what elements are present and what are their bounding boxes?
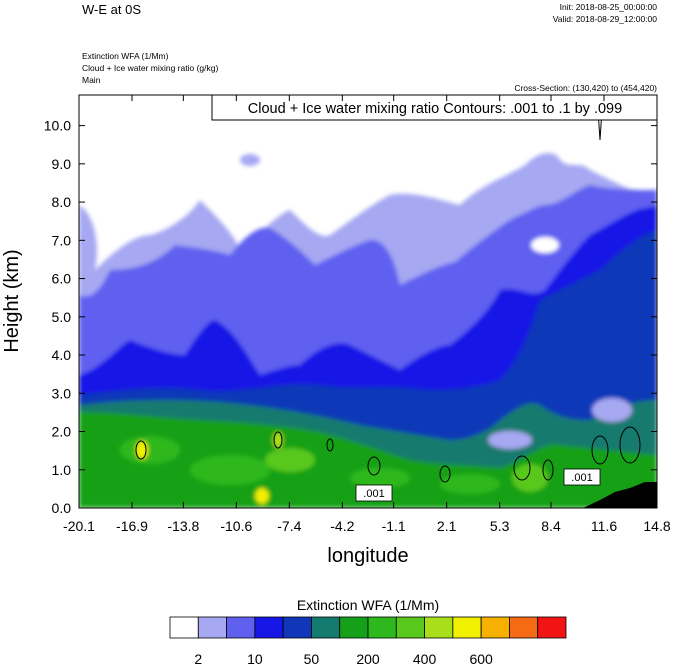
colorbar-tick-label: 200 (356, 651, 380, 667)
contour-label-2: .001 (571, 472, 592, 484)
colorbar-swatch (339, 616, 369, 639)
extinction-pocket-3 (488, 431, 532, 449)
y-tick-label: 1.0 (52, 462, 72, 478)
contour-label-1: .001 (363, 488, 384, 500)
extinction-patch-8 (255, 488, 269, 504)
field-label-extinction: Extinction WFA (1/Mm) (82, 51, 169, 61)
terrain-mask (583, 482, 657, 508)
colorbar-tick-label: 50 (304, 651, 320, 667)
x-tick-label: -16.9 (116, 518, 148, 534)
colorbar-title: Extinction WFA (1/Mm) (297, 597, 439, 613)
contour-line-3 (326, 438, 334, 452)
x-tick-label: 5.3 (490, 518, 510, 534)
valid-time: Valid: 2018-08-29_12:00:00 (553, 14, 658, 24)
field-label-main: Main (82, 75, 101, 85)
contour-line-1 (135, 440, 147, 460)
chart-title: W-E at 0S (82, 2, 141, 17)
x-tick-label: -13.8 (167, 518, 199, 534)
colorbar-swatch (197, 616, 227, 639)
colorbar-swatch (367, 616, 397, 639)
x-tick-label: -7.4 (277, 518, 301, 534)
colorbar-tick-label: 10 (247, 651, 263, 667)
colorbar-swatch (226, 616, 256, 639)
x-axis-label: longitude (327, 545, 408, 567)
contour-line-6 (513, 455, 531, 481)
y-tick-label: 8.0 (52, 194, 72, 210)
x-tick-label: -1.1 (382, 518, 406, 534)
y-axis-label: Height (km) (1, 249, 23, 352)
colorbar-swatch (537, 616, 567, 639)
colorbar-tick-label: 400 (413, 651, 437, 667)
y-tick-label: 7.0 (52, 232, 72, 248)
extinction-pocket-4 (592, 398, 632, 422)
extinction-pocket-1 (240, 154, 260, 166)
contour-line-5 (439, 465, 451, 483)
colorbar-swatch (311, 616, 341, 639)
contour-line-8 (591, 435, 609, 465)
contour-line-4 (367, 456, 381, 476)
cross-section-label: Cross-Section: (130,420) to (454,420) (514, 83, 657, 93)
x-tick-label: -4.2 (330, 518, 354, 534)
colorbar-swatch (424, 616, 454, 639)
colorbar-tick-label: 2 (194, 651, 202, 667)
x-tick-label: 8.4 (541, 518, 561, 534)
x-tick-label: 2.1 (437, 518, 457, 534)
colorbar-swatch (282, 616, 312, 639)
y-tick-label: 9.0 (52, 156, 72, 172)
contour-line-7 (542, 459, 554, 481)
extinction-pocket-2 (531, 237, 559, 253)
y-tick-label: 3.0 (52, 385, 72, 401)
extinction-patch-2 (190, 455, 270, 485)
y-tick-label: 0.0 (52, 500, 72, 516)
extinction-patch-3 (265, 448, 315, 472)
colorbar-swatch (480, 616, 510, 639)
y-axis: 0.0 1.0 2.0 3.0 4.0 5.0 6.0 7.0 8.0 9.0 10.0 (44, 118, 657, 516)
y-tick-label: 6.0 (52, 271, 72, 287)
extinction-patch-6 (512, 464, 548, 492)
colorbar-tick-label: 600 (469, 651, 493, 667)
x-tick-label: -20.1 (63, 518, 95, 534)
extinction-patch-1 (120, 436, 180, 464)
colorbar-swatch (254, 616, 284, 639)
y-tick-label: 5.0 (52, 309, 72, 325)
colorbar-swatch (169, 616, 199, 639)
colorbar-swatch (395, 616, 425, 639)
x-axis: -20.1 -16.9 -13.8 -10.6 -7.4 -4.2 -1.1 2.1 5.3 8.… (63, 95, 671, 534)
mixing-ratio-contours (135, 95, 641, 483)
x-tick-label: -10.6 (220, 518, 252, 534)
y-tick-label: 2.0 (52, 424, 72, 440)
colorbar: 2 10 50 200 400 600 (169, 616, 567, 667)
y-tick-label: 10.0 (44, 118, 71, 134)
plot-area (79, 95, 657, 508)
extinction-patch-5 (440, 474, 500, 494)
colorbar-swatch (509, 616, 539, 639)
x-tick-label: 11.6 (591, 518, 617, 534)
extinction-patch-4 (350, 468, 410, 488)
contour-info-text: Cloud + Ice water mixing ratio Contours:… (248, 101, 622, 117)
colorbar-swatch (452, 616, 482, 639)
contour-label-box-1 (355, 484, 393, 502)
init-time: Init: 2018-08-25_00:00:00 (560, 2, 658, 12)
field-label-mixing-ratio: Cloud + Ice water mixing ratio (g/kg) (82, 63, 218, 73)
y-tick-label: 4.0 (52, 347, 72, 363)
x-tick-label: 14.8 (643, 518, 670, 534)
contour-line-9 (619, 426, 641, 464)
contour-label-box-2 (563, 468, 601, 486)
contour-line-2 (273, 431, 283, 449)
contour-info-box (211, 94, 658, 121)
extinction-patch-9 (273, 432, 283, 448)
